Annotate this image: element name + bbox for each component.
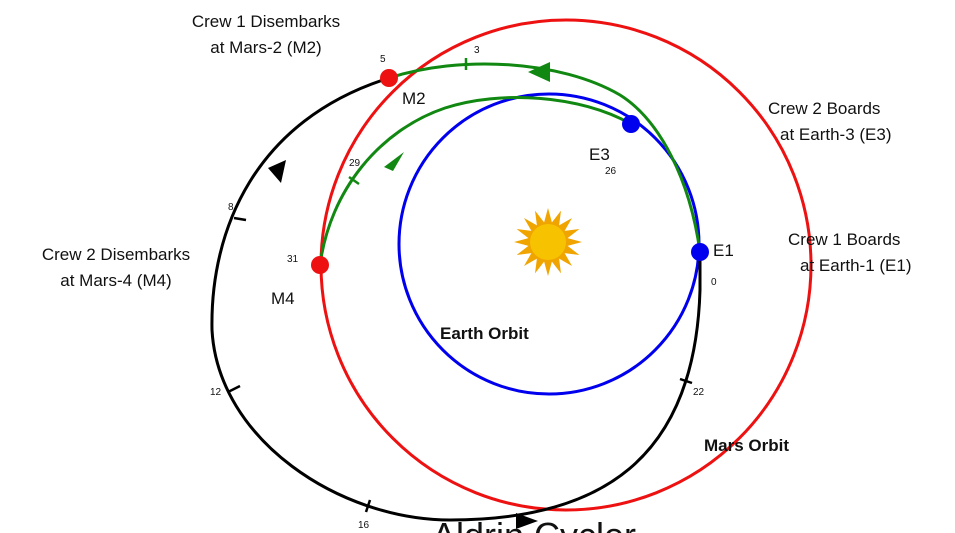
tick-mark-22 bbox=[679, 377, 693, 385]
taxi-arrow-upper bbox=[528, 62, 550, 82]
tick-mark-8 bbox=[233, 216, 247, 222]
tick-label-3: 3 bbox=[474, 45, 480, 56]
caption-crew1-disembarks-line2: at Mars-2 (M2) bbox=[210, 38, 321, 57]
cycler-arrow-lower bbox=[516, 513, 538, 529]
caption-crew1-disembarks-line1: Crew 1 Disembarks bbox=[192, 12, 340, 31]
tick-label-31: 31 bbox=[287, 254, 299, 265]
cycler-trajectory bbox=[210, 76, 702, 522]
tick-label-5: 5 bbox=[380, 54, 386, 65]
tick-label-22: 22 bbox=[693, 387, 705, 398]
tick-label-0: 0 bbox=[711, 277, 717, 288]
tick-label-29: 29 bbox=[349, 158, 361, 169]
tick-label-12: 12 bbox=[210, 387, 222, 398]
tick-label-16: 16 bbox=[358, 520, 370, 531]
mars-orbit-label: Mars Orbit bbox=[704, 436, 789, 455]
tick-mark-16 bbox=[364, 499, 372, 513]
tick-label-8: 8 bbox=[228, 202, 234, 213]
node-label-e3: E3 bbox=[589, 145, 610, 164]
bottom-title: Aldrin Cycler bbox=[432, 515, 636, 533]
node-m4 bbox=[311, 256, 329, 274]
tick-label-26: 26 bbox=[605, 166, 617, 177]
taxi-trajectory-e1-m2 bbox=[388, 62, 702, 253]
caption-crew2-disembarks-line2: at Mars-4 (M4) bbox=[60, 271, 171, 290]
caption-crew1-boards-line1: Crew 1 Boards bbox=[788, 230, 900, 249]
sun-icon bbox=[514, 208, 582, 276]
node-e3 bbox=[622, 115, 640, 133]
earth-orbit-label: Earth Orbit bbox=[440, 324, 529, 343]
tick-mark-29 bbox=[348, 175, 360, 186]
taxi-trajectory-e3-m4 bbox=[318, 96, 632, 266]
caption-crew2-boards-line2: at Earth-3 (E3) bbox=[780, 125, 892, 144]
taxi-arrow-lower bbox=[384, 152, 404, 171]
caption-crew1-boards-line2: at Earth-1 (E1) bbox=[800, 256, 912, 275]
node-label-m4: M4 bbox=[271, 289, 295, 308]
sun-core bbox=[530, 224, 566, 260]
tick-mark-12 bbox=[227, 384, 241, 394]
node-e1 bbox=[691, 243, 709, 261]
cycler-arrow-upper bbox=[268, 160, 286, 183]
node-m2 bbox=[380, 69, 398, 87]
caption-crew2-boards-line1: Crew 2 Boards bbox=[768, 99, 880, 118]
node-label-e1: E1 bbox=[713, 241, 734, 260]
node-label-m2: M2 bbox=[402, 89, 426, 108]
caption-crew2-disembarks-line1: Crew 2 Disembarks bbox=[42, 245, 190, 264]
